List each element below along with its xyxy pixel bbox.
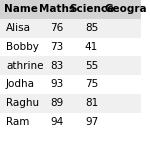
Bar [111, 38, 141, 56]
Bar [0, 0, 42, 19]
Text: Bobby: Bobby [6, 42, 39, 52]
Bar [72, 38, 111, 56]
Bar [42, 38, 72, 56]
Bar [72, 19, 111, 38]
Text: 85: 85 [85, 23, 98, 33]
Text: 81: 81 [85, 98, 98, 108]
Bar [111, 56, 141, 75]
Bar [0, 19, 42, 38]
Bar [0, 38, 42, 56]
Bar [42, 112, 72, 131]
Text: 41: 41 [85, 42, 98, 52]
Bar [72, 94, 111, 112]
Text: 89: 89 [50, 98, 64, 108]
Text: athrine: athrine [6, 61, 43, 71]
Text: 55: 55 [85, 61, 98, 71]
Bar [72, 56, 111, 75]
Bar [72, 75, 111, 94]
Bar [111, 75, 141, 94]
Text: 94: 94 [50, 117, 64, 127]
Text: Name: Name [4, 4, 38, 14]
Bar [42, 19, 72, 38]
Bar [42, 75, 72, 94]
Bar [111, 0, 141, 19]
Bar [42, 0, 72, 19]
Bar [111, 112, 141, 131]
Text: Geogra: Geogra [105, 4, 147, 14]
Text: Alisa: Alisa [6, 23, 31, 33]
Bar [72, 112, 111, 131]
Bar [72, 0, 111, 19]
Bar [111, 19, 141, 38]
Text: Maths: Maths [39, 4, 75, 14]
Text: 97: 97 [85, 117, 98, 127]
Bar [42, 94, 72, 112]
Bar [111, 94, 141, 112]
Bar [42, 56, 72, 75]
Bar [0, 112, 42, 131]
Text: 83: 83 [50, 61, 64, 71]
Bar [0, 75, 42, 94]
Text: 75: 75 [85, 79, 98, 89]
Bar [0, 94, 42, 112]
Text: Ram: Ram [6, 117, 29, 127]
Text: 93: 93 [50, 79, 64, 89]
Text: 73: 73 [50, 42, 64, 52]
Text: Raghu: Raghu [6, 98, 39, 108]
Bar [0, 56, 42, 75]
Text: Jodha: Jodha [6, 79, 35, 89]
Text: 76: 76 [50, 23, 64, 33]
Text: Science: Science [69, 4, 114, 14]
